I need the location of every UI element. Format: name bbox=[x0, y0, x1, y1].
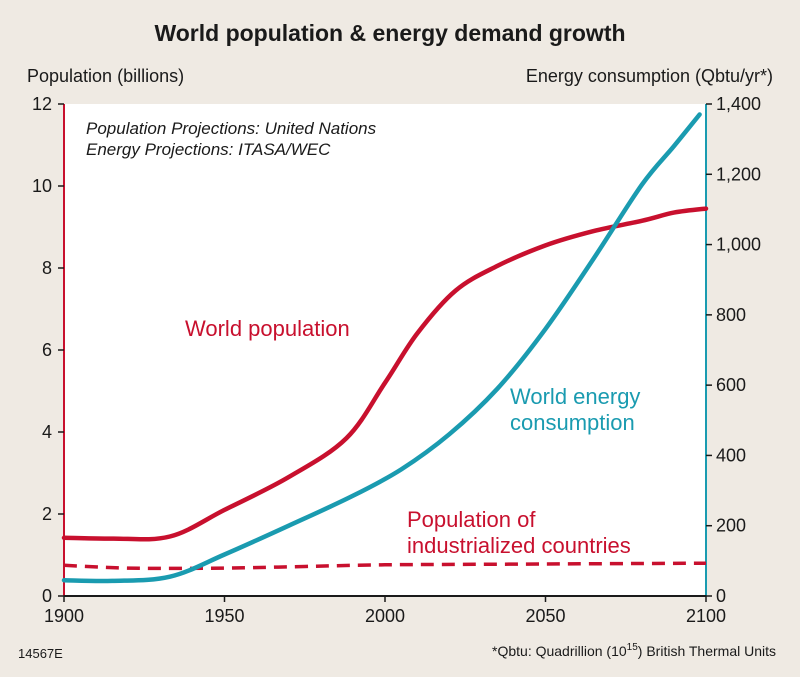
left-tick-label: 2 bbox=[42, 504, 52, 524]
chart-title: World population & energy demand growth bbox=[154, 20, 625, 46]
right-tick-label: 1,200 bbox=[716, 164, 761, 184]
left-tick-label: 12 bbox=[32, 94, 52, 114]
energy-label-line2: consumption bbox=[510, 410, 635, 435]
footnote-end: ) British Thermal Units bbox=[638, 643, 776, 659]
left-tick-label: 4 bbox=[42, 422, 52, 442]
industrialized-population-line bbox=[63, 561, 707, 571]
right-tick-label: 1,400 bbox=[716, 94, 761, 114]
x-tick-label: 2000 bbox=[365, 606, 405, 626]
right-axis-title: Energy consumption (Qbtu/yr*) bbox=[526, 66, 773, 86]
footnote-text: *Qbtu: Quadrillion (10 bbox=[492, 643, 627, 659]
axes-layer: 0 2 4 6 8 10 12 0 200 400 600 800 1,000 1,200 1,400 190… bbox=[32, 94, 761, 626]
industrialized-label-line2: industrialized countries bbox=[407, 533, 631, 558]
world-energy-line bbox=[61, 112, 702, 584]
left-tick-label: 10 bbox=[32, 176, 52, 196]
right-tick-label: 200 bbox=[716, 516, 746, 536]
footnote-superscript: 15 bbox=[627, 642, 639, 653]
note-population-source: Population Projections: United Nations bbox=[86, 119, 377, 138]
world-population-line bbox=[61, 206, 709, 542]
x-tick-label: 2100 bbox=[686, 606, 726, 626]
right-tick-label: 800 bbox=[716, 305, 746, 325]
right-tick-label: 400 bbox=[716, 445, 746, 465]
right-tick-label: 600 bbox=[716, 375, 746, 395]
right-tick-label: 1,000 bbox=[716, 235, 761, 255]
figure-code: 14567E bbox=[18, 646, 63, 661]
x-tick-label: 1950 bbox=[204, 606, 244, 626]
x-tick-label: 2050 bbox=[525, 606, 565, 626]
note-energy-source: Energy Projections: ITASA/WEC bbox=[86, 140, 331, 159]
right-tick-label: 0 bbox=[716, 586, 726, 606]
industrialized-label-line1: Population of bbox=[407, 507, 536, 532]
footnote: *Qbtu: Quadrillion (1015) British Therma… bbox=[492, 642, 776, 659]
world-population-label: World population bbox=[185, 316, 350, 341]
left-axis-title: Population (billions) bbox=[27, 66, 184, 86]
plot-area bbox=[64, 104, 706, 596]
left-tick-label: 0 bbox=[42, 586, 52, 606]
x-tick-label: 1900 bbox=[44, 606, 84, 626]
left-tick-label: 8 bbox=[42, 258, 52, 278]
left-tick-label: 6 bbox=[42, 340, 52, 360]
series-labels: World population World energy consumptio… bbox=[185, 316, 640, 558]
energy-label-line1: World energy bbox=[510, 384, 640, 409]
series-layer bbox=[61, 112, 709, 584]
